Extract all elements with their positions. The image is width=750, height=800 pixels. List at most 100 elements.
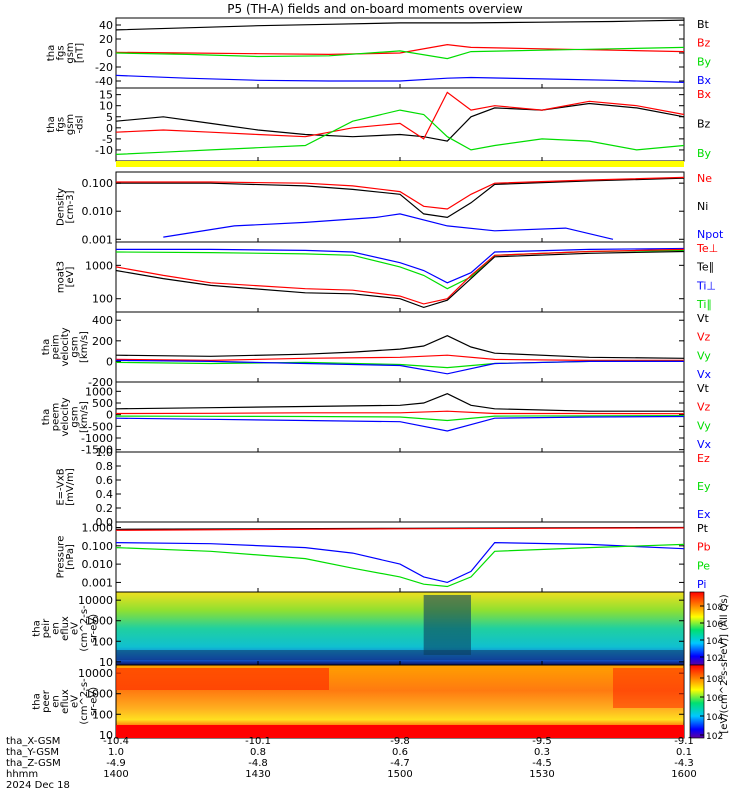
y-tick-label: 100 [92, 635, 113, 648]
y-tick-label: 100 [92, 293, 113, 306]
low-energy-red-band [116, 725, 684, 738]
y-tick-label: 10 [99, 656, 113, 669]
y-tick-label: -10 [95, 144, 113, 157]
y-axis-label: eV [70, 695, 81, 708]
y-axis-label: velocity [60, 327, 71, 366]
legend-entry: By [697, 55, 712, 68]
series-line [115, 415, 685, 432]
y-axis-label: [eV] [65, 267, 76, 288]
legend-entry: By [697, 147, 712, 160]
y-axis-label: eflux [60, 616, 71, 641]
noise-region [423, 595, 471, 655]
legend-entry: Bz [697, 118, 711, 131]
colorbar-tick-label: 102 [706, 732, 723, 742]
panel-8: 1.000 0.100 0.010 0.001 Pressure[nPa] Pt Pb Pe P… [55, 521, 711, 593]
series-line [163, 213, 614, 240]
y-axis-label: moat3 [55, 261, 66, 293]
series-line [115, 250, 685, 309]
series-line [115, 543, 685, 588]
high-flux-region [613, 668, 684, 708]
colorbar-label: [eV/(cm^2-s-sr-eV)] (All Qs) [719, 594, 730, 733]
y-axis-label: gsm [70, 336, 81, 357]
x-axis-value: 1.0 [108, 747, 124, 758]
panel-7: 1.00.80.60.40.20.0 E=-VxB[mV/m] Ez Ey Ex [55, 446, 711, 529]
y-tick-label: 15 [99, 89, 113, 102]
legend-entry: Vx [697, 368, 712, 381]
y-axis-label: peim [51, 334, 62, 359]
colorbar-tick-label: 108 [706, 603, 723, 613]
legend-entry: Ne [697, 172, 712, 185]
colorbar-tick-label: 104 [706, 713, 723, 723]
y-tick-label: 100 [92, 708, 113, 721]
x-axis-value: 0.6 [392, 747, 408, 758]
chart-title: P5 (TH-A) fields and on-board moments ov… [227, 2, 523, 16]
legend-entry: Bt [697, 18, 710, 31]
y-tick-label: -200 [88, 376, 113, 389]
y-tick-label: 500 [92, 397, 113, 410]
series-line [116, 176, 685, 210]
y-tick-label: 0.6 [96, 474, 114, 487]
x-axis-value: 1430 [245, 769, 270, 780]
legend-entry: Pi [697, 578, 706, 591]
colorbar: 108 106 104 102 108 106 104 102 [eV/(cm^2-s-sr-… [689, 591, 730, 742]
x-axis-value: -4.7 [390, 758, 410, 769]
y-axis-label: tha [41, 409, 52, 425]
y-tick-label: -1000 [81, 432, 113, 445]
legend-entry: Bx [697, 88, 712, 101]
series-line [115, 541, 685, 584]
y-tick-label: 0.100 [82, 177, 114, 190]
legend-entry: Vx [697, 438, 712, 451]
colorbar-tick-label: 106 [706, 620, 723, 630]
y-tick-label: 200 [92, 335, 113, 348]
y-axis-label: [nT] [74, 43, 85, 63]
y-axis-label: tha [41, 339, 52, 355]
x-axis-value: 0.3 [534, 747, 550, 758]
low-energy-band [116, 650, 684, 660]
y-tick-label: 0.010 [82, 205, 114, 218]
legend-entry: Pt [697, 522, 709, 535]
x-axis-value: 0.8 [250, 747, 266, 758]
y-axis-label: sr-eV) [89, 687, 100, 716]
panel-frame [115, 451, 685, 523]
mode-flag-bar [116, 161, 684, 167]
colorbar-tick-label: 106 [706, 694, 723, 704]
y-tick-label: 400 [92, 314, 113, 327]
legend-entry: Ey [697, 480, 711, 493]
series-line [115, 19, 685, 31]
legend-entry: Ni [697, 200, 708, 213]
legend-entry: Ex [697, 508, 711, 521]
legend-entry: Vy [697, 349, 711, 362]
y-tick-label: 0 [106, 47, 113, 60]
x-axis-value: -10.1 [245, 736, 271, 747]
y-tick-label: 1000 [85, 688, 113, 701]
date-label: 2024 Dec 18 [6, 780, 70, 791]
x-axis-value: -10.4 [103, 736, 129, 747]
series-line [115, 354, 684, 362]
y-axis-label: tha [46, 45, 57, 61]
y-axis-label: [km/s] [79, 401, 90, 433]
panel-4: 1000 100 moat3[eV] Te⊥ Te∥ Ti⊥ Ti∥ [55, 241, 718, 313]
legend-entry: Vy [697, 419, 711, 432]
y-tick-label: 10 [99, 100, 113, 113]
y-axis-label: peem [51, 403, 62, 431]
y-tick-label: 0.100 [82, 540, 114, 553]
y-axis-label: fgs [55, 117, 66, 132]
y-tick-label: 10 [99, 729, 113, 742]
legend-entry: Ti∥ [696, 298, 712, 311]
y-axis-label: velocity [60, 397, 71, 436]
series-line [115, 102, 685, 142]
colorbar-tick-label: 102 [706, 654, 723, 664]
y-axis-label: eflux [60, 689, 71, 714]
y-tick-label: -5 [102, 133, 113, 146]
y-axis-label: peer [41, 689, 52, 713]
y-tick-label: 10000 [78, 594, 113, 607]
y-tick-label: 1.000 [82, 522, 114, 535]
panel-frame [115, 521, 685, 593]
legend-entry: Ti⊥ [696, 279, 716, 292]
legend-entry: Bx [697, 74, 712, 87]
x-axis-value: 1500 [387, 769, 412, 780]
series-line [116, 177, 685, 219]
